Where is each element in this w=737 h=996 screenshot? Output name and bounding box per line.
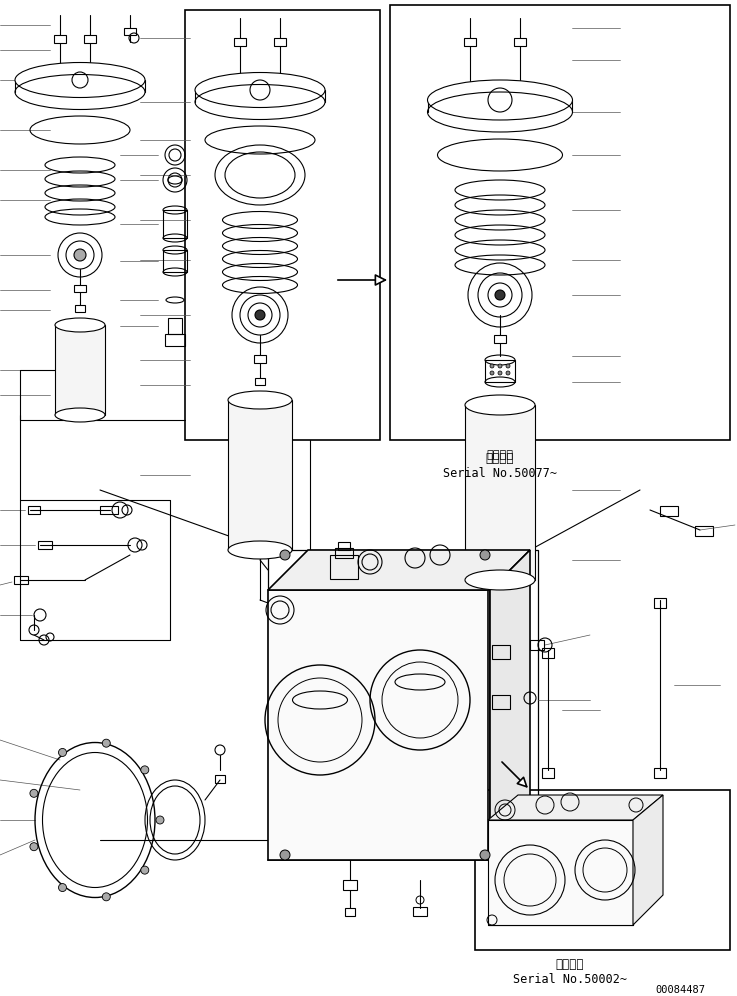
Ellipse shape bbox=[465, 395, 535, 415]
Circle shape bbox=[480, 850, 490, 860]
Bar bbox=[215, 775, 225, 783]
Circle shape bbox=[30, 789, 38, 798]
Bar bbox=[100, 506, 118, 514]
Bar bbox=[335, 548, 353, 558]
Bar bbox=[464, 38, 476, 46]
Circle shape bbox=[490, 371, 494, 375]
Bar bbox=[494, 335, 506, 343]
Polygon shape bbox=[633, 795, 663, 925]
Bar bbox=[168, 318, 182, 334]
Circle shape bbox=[102, 739, 111, 747]
Bar bbox=[654, 598, 666, 608]
Bar bbox=[54, 35, 66, 43]
Text: 適用号機: 適用号機 bbox=[486, 452, 514, 465]
Circle shape bbox=[74, 249, 86, 261]
Bar bbox=[695, 526, 713, 536]
Ellipse shape bbox=[465, 570, 535, 590]
Ellipse shape bbox=[427, 80, 573, 120]
Bar bbox=[255, 378, 265, 385]
Circle shape bbox=[280, 850, 290, 860]
Bar bbox=[542, 768, 554, 778]
Bar bbox=[330, 555, 358, 579]
Bar bbox=[268, 550, 538, 840]
Bar bbox=[185, 10, 380, 440]
Ellipse shape bbox=[228, 541, 292, 559]
Circle shape bbox=[58, 883, 66, 891]
Ellipse shape bbox=[228, 391, 292, 409]
Bar bbox=[542, 648, 554, 658]
Bar bbox=[84, 35, 96, 43]
Text: 00084487: 00084487 bbox=[655, 985, 705, 995]
Bar bbox=[268, 590, 488, 860]
Circle shape bbox=[156, 816, 164, 824]
Bar bbox=[124, 28, 136, 35]
Bar bbox=[254, 355, 266, 363]
Bar bbox=[488, 820, 633, 925]
Circle shape bbox=[490, 364, 494, 368]
Circle shape bbox=[30, 843, 38, 851]
Circle shape bbox=[498, 371, 502, 375]
Bar bbox=[165, 334, 185, 346]
Bar bbox=[163, 210, 187, 238]
Bar bbox=[228, 400, 292, 550]
Bar bbox=[390, 5, 730, 440]
Circle shape bbox=[280, 550, 290, 560]
Circle shape bbox=[102, 892, 111, 900]
Bar bbox=[38, 541, 52, 549]
Bar bbox=[343, 880, 357, 890]
Bar bbox=[274, 38, 286, 46]
Bar bbox=[14, 576, 28, 584]
Text: Serial No.50002~: Serial No.50002~ bbox=[513, 973, 627, 986]
Bar bbox=[465, 405, 535, 580]
Bar bbox=[413, 907, 427, 916]
Bar bbox=[28, 506, 40, 514]
Text: 適用号機: 適用号機 bbox=[486, 450, 514, 460]
Bar bbox=[74, 285, 86, 292]
Circle shape bbox=[498, 364, 502, 368]
Text: Serial No.50077~: Serial No.50077~ bbox=[443, 467, 557, 480]
Circle shape bbox=[255, 310, 265, 320]
Circle shape bbox=[495, 290, 505, 300]
Bar bbox=[530, 640, 544, 650]
Bar bbox=[75, 305, 85, 312]
Bar bbox=[660, 506, 678, 516]
Polygon shape bbox=[490, 550, 530, 860]
Text: 適用号機: 適用号機 bbox=[556, 958, 584, 971]
Bar bbox=[345, 908, 355, 916]
Bar bbox=[654, 768, 666, 778]
Bar bbox=[492, 645, 510, 659]
Polygon shape bbox=[488, 795, 663, 820]
Ellipse shape bbox=[55, 408, 105, 422]
Ellipse shape bbox=[15, 63, 145, 98]
Bar bbox=[475, 790, 730, 950]
Circle shape bbox=[506, 364, 510, 368]
Bar bbox=[514, 38, 526, 46]
Circle shape bbox=[58, 748, 66, 756]
Bar bbox=[485, 360, 515, 382]
Ellipse shape bbox=[195, 73, 325, 108]
Circle shape bbox=[506, 371, 510, 375]
Circle shape bbox=[141, 766, 149, 774]
Ellipse shape bbox=[55, 318, 105, 332]
Bar bbox=[234, 38, 246, 46]
Circle shape bbox=[480, 550, 490, 560]
Bar bbox=[163, 250, 187, 272]
Circle shape bbox=[141, 867, 149, 874]
Polygon shape bbox=[268, 550, 530, 590]
Bar bbox=[55, 325, 105, 415]
Bar bbox=[338, 542, 350, 550]
Bar bbox=[492, 695, 510, 709]
